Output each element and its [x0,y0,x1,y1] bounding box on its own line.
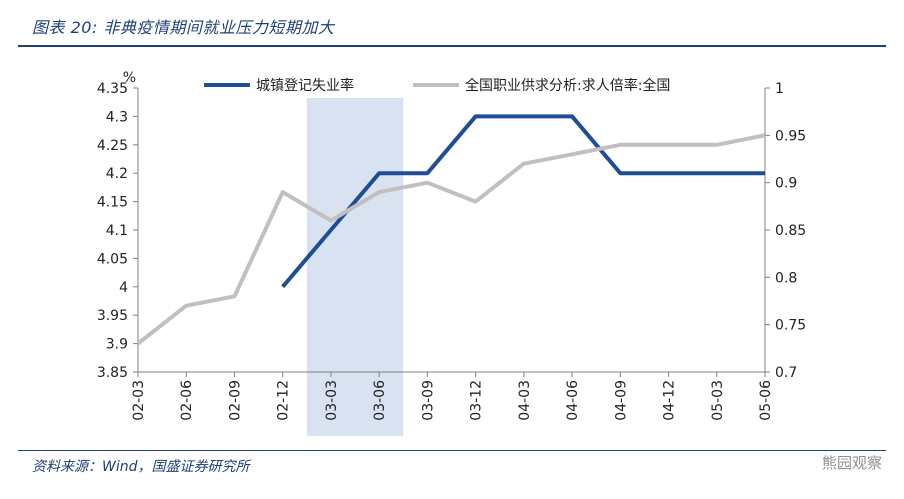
right-tick-label: 0.95 [775,128,806,144]
left-tick-label: 3.9 [106,337,128,353]
left-axis-unit: % [123,70,136,86]
source-note: 资料来源：Wind，国盛证券研究所 [32,459,250,475]
x-tick-label: 03-06 [372,380,388,421]
x-tick-label: 02-12 [276,380,292,421]
x-tick-label: 03-09 [420,380,436,421]
x-tick-label: 02-06 [179,380,195,421]
x-tick-label: 03-03 [324,380,340,421]
legend-label-2: 全国职业供求分析:求人倍率:全国 [465,77,670,94]
series-line-2 [136,133,766,346]
right-tick-label: 0.85 [775,223,806,239]
x-tick-label: 04-06 [565,380,581,421]
left-tick-label: 4.15 [97,195,128,211]
left-tick-label: 4.35 [97,81,128,97]
figure-title: 图表 20: 非典疫情期间就业压力短期加大 [32,18,335,37]
right-tick-label: 0.75 [775,318,806,334]
left-tick-label: 3.85 [97,365,128,381]
left-tick-label: 4.3 [106,109,128,125]
right-tick-label: 1 [775,81,784,97]
left-tick-label: 4.2 [106,166,128,182]
x-tick-label: 05-03 [710,380,726,421]
watermark: 熊园观察 [821,454,882,472]
right-tick-label: 0.9 [775,176,797,192]
x-tick-label: 04-03 [517,380,533,421]
left-tick-label: 4.1 [106,223,128,239]
x-tick-label: 02-09 [227,380,243,421]
left-tick-label: 3.95 [97,308,128,324]
right-tick-label: 0.7 [775,365,797,381]
footer-rule [18,450,886,451]
left-tick-label: 4.05 [97,251,128,267]
shaded-period [306,98,404,436]
left-tick-label: 4.25 [97,138,128,154]
legend-label-1: 城镇登记失业率 [256,77,354,94]
x-tick-label: 05-06 [758,380,774,421]
right-tick-label: 0.8 [775,270,797,286]
title-rule [18,45,886,47]
left-tick-label: 4 [119,280,128,296]
x-tick-label: 04-09 [613,380,629,421]
x-tick-label: 03-12 [469,380,485,421]
x-tick-label: 04-12 [662,380,678,421]
x-tick-label: 02-03 [131,380,147,421]
